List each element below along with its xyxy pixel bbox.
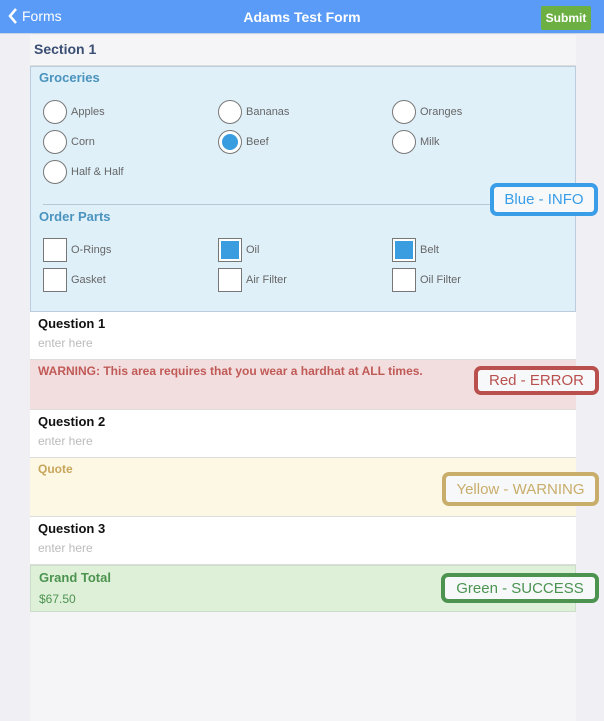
radio-label: Oranges — [420, 106, 463, 118]
question-1-label: Question 1 — [38, 316, 106, 331]
checkbox-option[interactable]: Gasket — [43, 268, 106, 292]
quote-label: Quote — [38, 462, 73, 476]
question-2-input[interactable]: enter here — [38, 434, 93, 448]
question-3-label: Question 3 — [38, 521, 106, 536]
radio-option[interactable]: Beef — [218, 130, 269, 154]
divider — [43, 204, 575, 205]
groceries-label: Groceries — [39, 70, 100, 85]
checkbox-label: Belt — [420, 244, 439, 256]
radio-button[interactable] — [43, 130, 67, 154]
question-1-input[interactable]: enter here — [38, 336, 93, 350]
back-button[interactable]: Forms — [8, 8, 62, 24]
radio-button[interactable] — [43, 100, 67, 124]
radio-option[interactable]: Oranges — [392, 100, 462, 124]
radio-option[interactable]: Bananas — [218, 100, 289, 124]
radio-button[interactable] — [392, 130, 416, 154]
checkbox-option[interactable]: O-Rings — [43, 238, 111, 262]
checkbox-label: Oil Filter — [420, 274, 461, 286]
question-2-label: Question 2 — [38, 414, 106, 429]
success-panel: Grand Total $67.50 — [30, 565, 576, 612]
checkbox[interactable] — [43, 238, 67, 262]
checkbox-option[interactable]: Belt — [392, 238, 439, 262]
question-3: Question 3 enter here — [30, 517, 576, 565]
checkbox[interactable] — [43, 268, 67, 292]
checkbox[interactable] — [218, 268, 242, 292]
error-callout: Red - ERROR — [474, 366, 599, 395]
error-text: WARNING: This area requires that you wea… — [38, 364, 423, 378]
checkbox-label: Oil — [246, 244, 260, 256]
question-3-input[interactable]: enter here — [38, 541, 93, 555]
checkbox[interactable] — [392, 238, 416, 262]
checkbox[interactable] — [392, 268, 416, 292]
question-1: Question 1 enter here — [30, 312, 576, 360]
checkbox-option[interactable]: Oil — [218, 238, 259, 262]
success-callout: Green - SUCCESS — [441, 573, 599, 603]
radio-option[interactable]: Apples — [43, 100, 105, 124]
submit-button[interactable]: Submit — [541, 6, 591, 30]
radio-option[interactable]: Milk — [392, 130, 440, 154]
page-title: Adams Test Form — [243, 9, 361, 25]
checkbox-option[interactable]: Oil Filter — [392, 268, 461, 292]
radio-option[interactable]: Corn — [43, 130, 95, 154]
checkbox-label: Air Filter — [246, 274, 287, 286]
order-parts-label: Order Parts — [39, 209, 111, 224]
radio-label: Corn — [71, 136, 95, 148]
radio-label: Beef — [246, 136, 269, 148]
radio-label: Apples — [71, 106, 105, 118]
nav-bar: Forms Adams Test Form Submit — [0, 0, 604, 34]
grand-total-value: $67.50 — [39, 592, 76, 606]
radio-button[interactable] — [218, 100, 242, 124]
warning-callout: Yellow - WARNING — [442, 472, 599, 506]
radio-button[interactable] — [392, 100, 416, 124]
radio-label: Milk — [420, 136, 440, 148]
radio-label: Bananas — [246, 106, 290, 118]
radio-option[interactable]: Half & Half — [43, 160, 124, 184]
checkbox[interactable] — [218, 238, 242, 262]
section-title: Section 1 — [30, 35, 576, 66]
radio-button[interactable] — [218, 130, 242, 154]
checkbox-option[interactable]: Air Filter — [218, 268, 287, 292]
grand-total-label: Grand Total — [39, 570, 111, 585]
checkbox-label: Gasket — [71, 274, 106, 286]
checkbox-label: O-Rings — [71, 244, 112, 256]
radio-label: Half & Half — [71, 166, 124, 178]
info-callout: Blue - INFO — [490, 183, 598, 216]
radio-button[interactable] — [43, 160, 67, 184]
question-2: Question 2 enter here — [30, 410, 576, 458]
back-label: Forms — [22, 8, 62, 24]
chevron-left-icon — [8, 8, 17, 24]
